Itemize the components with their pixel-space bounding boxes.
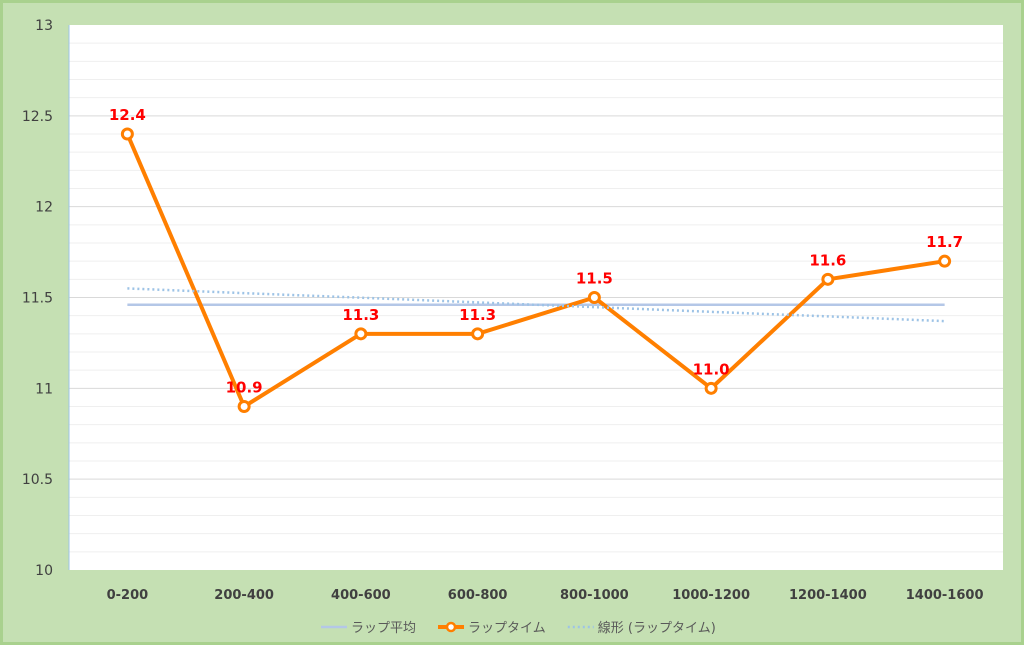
data-point [821, 272, 835, 286]
data-point [587, 291, 601, 304]
data-point [938, 254, 952, 268]
y-tick-label: 10.5 [22, 472, 53, 488]
legend-item-2: 線形 (ラップタイム) [567, 620, 716, 636]
series-lines [125, 133, 945, 409]
data-point [237, 400, 251, 413]
data-label: 11.0 [693, 360, 730, 378]
data-label: 11.5 [576, 270, 613, 288]
y-tick-label: 12 [35, 200, 53, 216]
x-tick-label: 200-400 [214, 588, 274, 603]
y-tick-label: 10 [35, 563, 53, 579]
x-tick-label: 600-800 [448, 588, 508, 603]
legend-label: 線形 (ラップタイム) [598, 620, 716, 636]
x-tick-label: 1400-1600 [906, 588, 984, 603]
data-label: 11.3 [459, 306, 496, 324]
series-line-2 [127, 287, 945, 323]
series-line-1 [125, 133, 945, 409]
x-tick-label: 800-1000 [560, 588, 629, 603]
x-tick-label: 1200-1400 [789, 588, 867, 603]
data-label: 11.3 [342, 306, 379, 324]
data-label: 11.7 [926, 233, 963, 251]
legend-label: ラップタイム [468, 621, 546, 636]
data-point [120, 127, 134, 141]
series-markers [120, 127, 952, 413]
data-point [354, 327, 368, 341]
legend-marker [445, 621, 457, 633]
legend-label: ラップ平均 [351, 621, 416, 636]
legend: ラップ平均 ラップタイム 線形 (ラップタイム) [321, 620, 716, 636]
y-tick-labels: 10 10.5 11 11.5 12 12.5 13 [22, 18, 53, 579]
legend-item-0: ラップ平均 [321, 621, 416, 636]
x-tick-label: 1000-1200 [672, 588, 750, 603]
y-tick-label: 11.5 [22, 291, 53, 307]
gridlines [69, 42, 1003, 553]
data-label: 11.6 [809, 251, 846, 269]
y-tick-label: 11 [35, 381, 53, 397]
x-tick-label: 400-600 [331, 588, 391, 603]
data-labels: 12.4 10.9 11.3 11.3 11.5 11.0 11.6 11.7 [109, 106, 963, 397]
y-tick-label: 13 [35, 18, 53, 34]
data-point [704, 381, 718, 395]
data-point [471, 327, 485, 341]
data-label: 12.4 [109, 106, 146, 124]
legend-item-1: ラップタイム [438, 621, 546, 636]
x-tick-labels: 0-200 200-400 400-600 600-800 800-1000 1000-1… [107, 588, 984, 603]
y-tick-label: 12.5 [22, 109, 53, 125]
line-chart: 10 10.5 11 11.5 12 12.5 13 0-200 200-400 400-600… [22, 18, 1003, 636]
data-label: 10.9 [226, 379, 263, 397]
x-tick-label: 0-200 [107, 588, 149, 603]
